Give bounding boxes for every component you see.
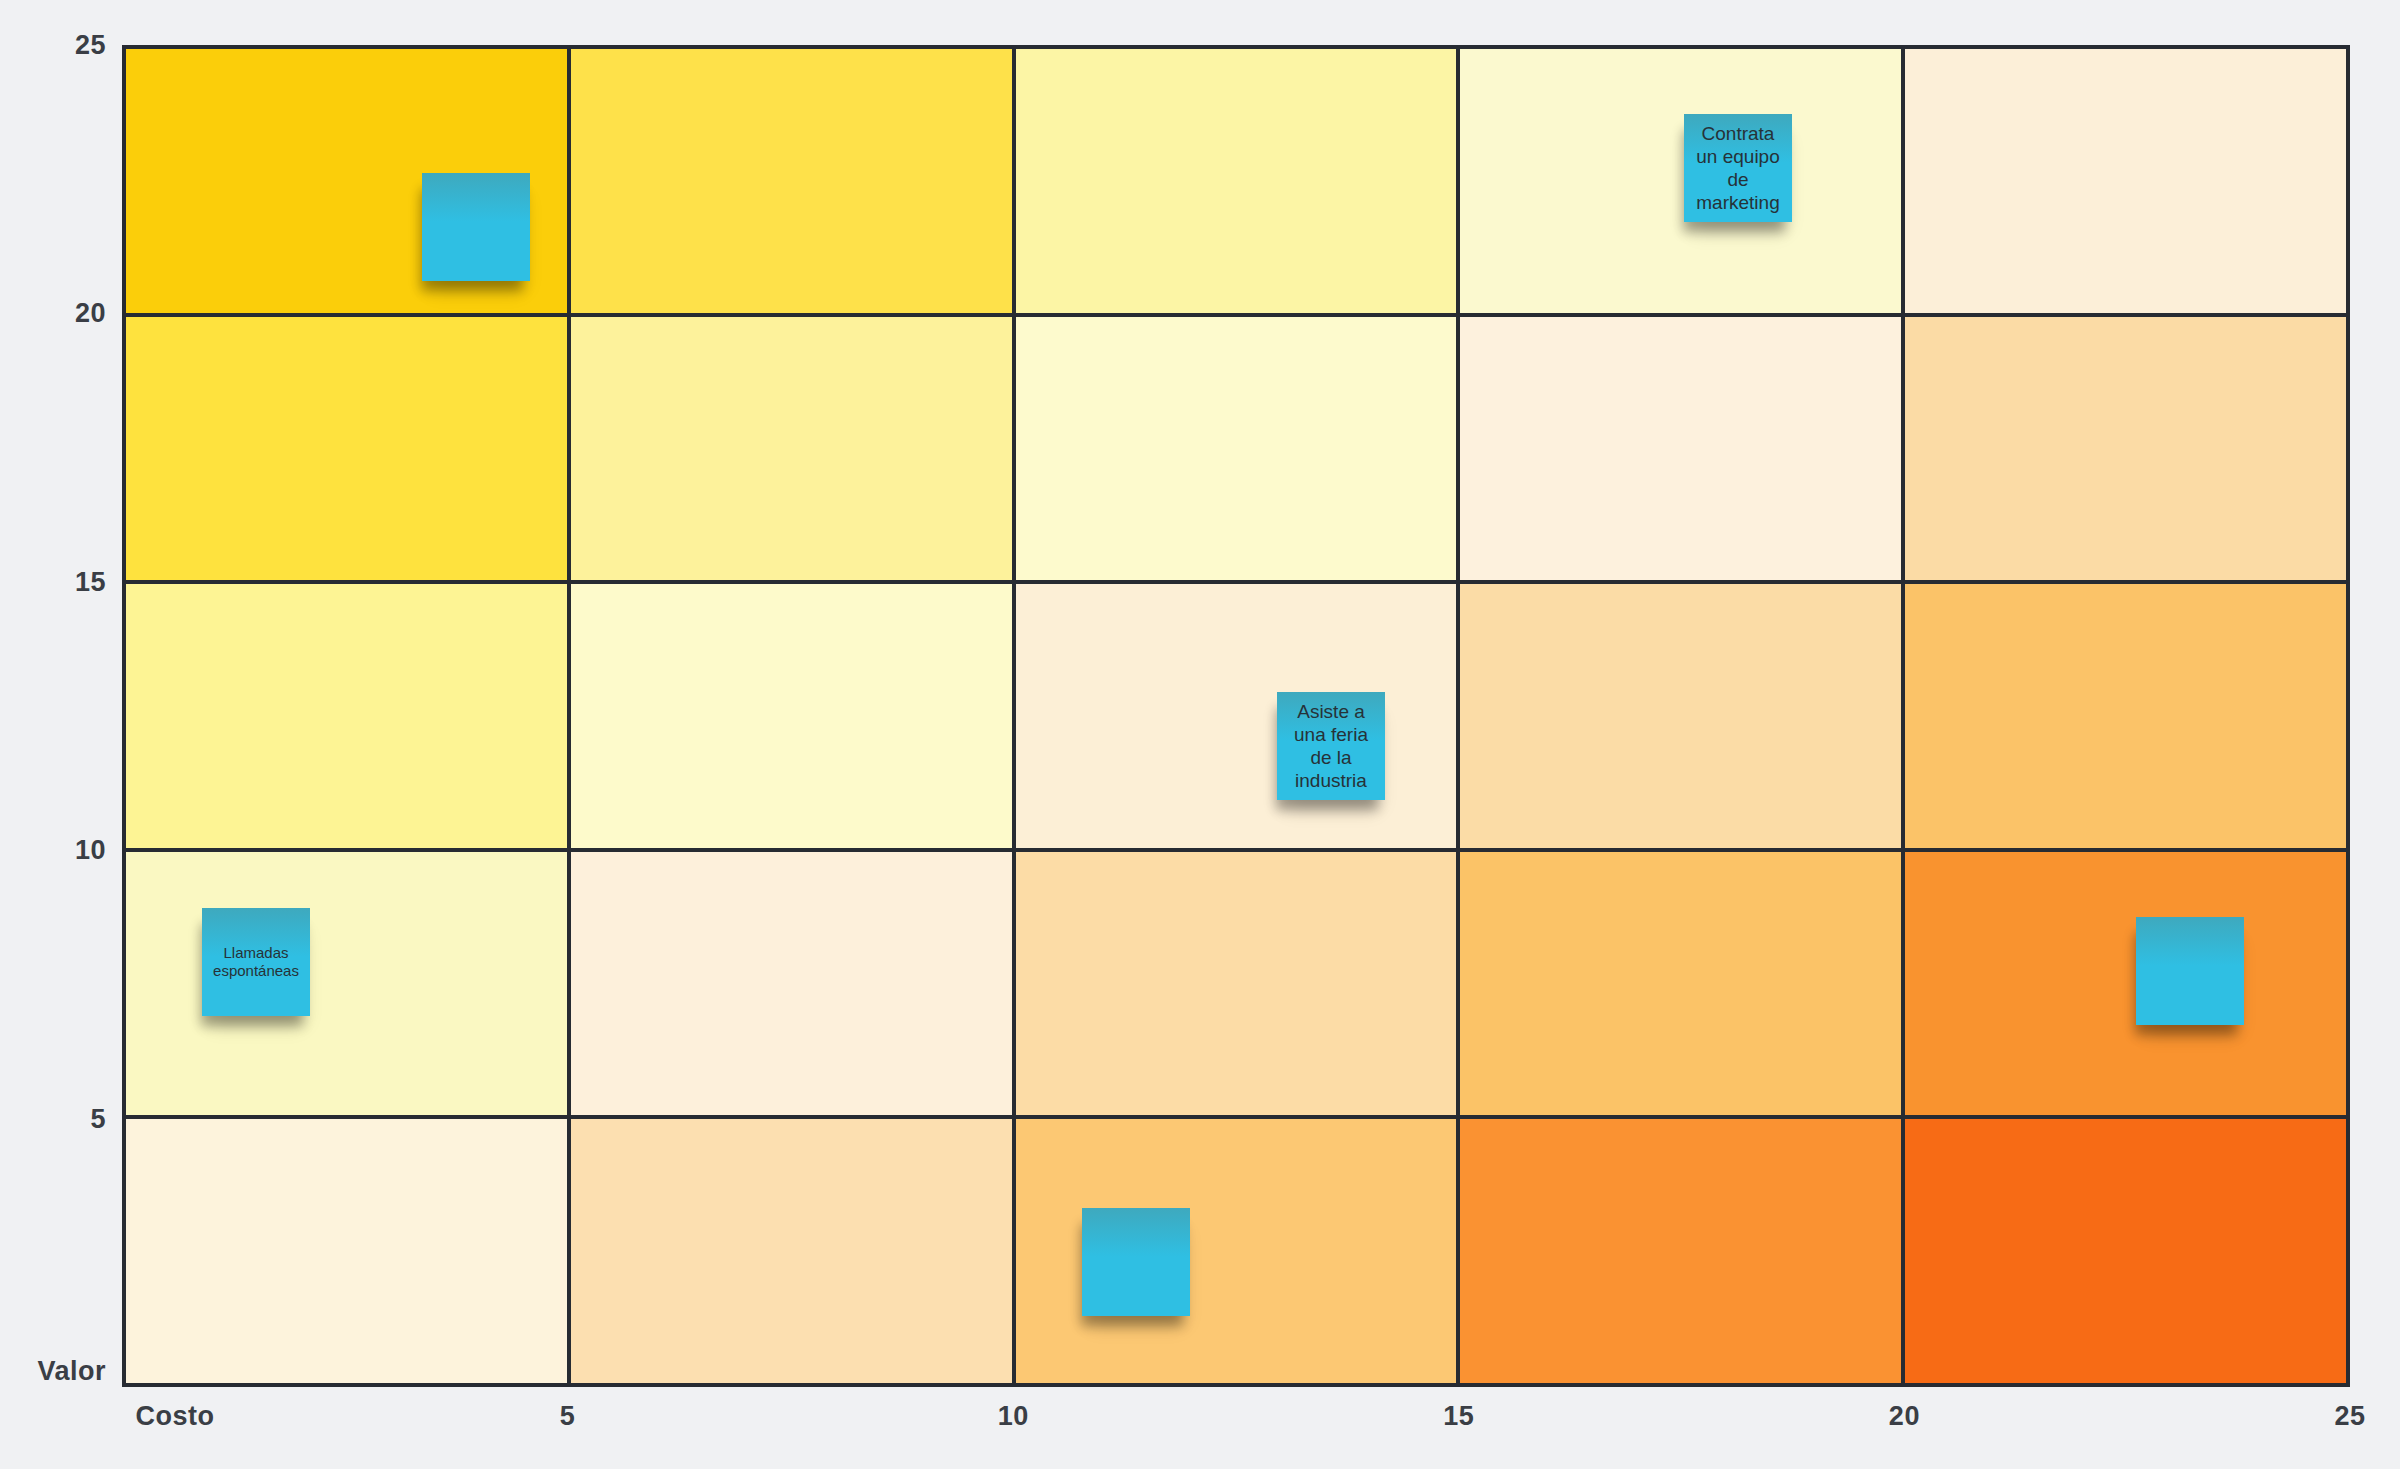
- note-llamadas[interactable]: Llamadas espontáneas: [202, 908, 310, 1016]
- matrix-cell-r2c4[interactable]: [1460, 317, 1901, 581]
- y-tick-15: 15: [0, 568, 106, 595]
- matrix-cell-r5c1[interactable]: [126, 1119, 567, 1383]
- matrix-cell-r1c4[interactable]: [1460, 49, 1901, 313]
- matrix-cell-r4c3[interactable]: [1016, 852, 1457, 1116]
- y-tick-25: 25: [0, 32, 106, 59]
- matrix-cell-r2c2[interactable]: [571, 317, 1012, 581]
- x-tick-20: 20: [1889, 1403, 1920, 1430]
- y-axis-title: Valor: [0, 1358, 106, 1385]
- matrix-cell-r4c2[interactable]: [571, 852, 1012, 1116]
- matrix-cell-r3c4[interactable]: [1460, 584, 1901, 848]
- matrix-cell-r2c1[interactable]: [126, 317, 567, 581]
- matrix-cell-r1c5[interactable]: [1905, 49, 2346, 313]
- x-tick-15: 15: [1443, 1403, 1474, 1430]
- matrix-cell-r2c3[interactable]: [1016, 317, 1457, 581]
- matrix-cell-r5c4[interactable]: [1460, 1119, 1901, 1383]
- matrix-cell-r5c5[interactable]: [1905, 1119, 2346, 1383]
- matrix-cell-r3c1[interactable]: [126, 584, 567, 848]
- y-tick-20: 20: [0, 300, 106, 327]
- note-empty-2[interactable]: [2136, 917, 2244, 1025]
- matrix-cell-r4c5[interactable]: [1905, 852, 2346, 1116]
- matrix-cell-r2c5[interactable]: [1905, 317, 2346, 581]
- note-asiste[interactable]: Asiste a una feria de la industria: [1277, 692, 1385, 800]
- matrix-cell-r3c5[interactable]: [1905, 584, 2346, 848]
- x-axis-title: Costo: [136, 1403, 215, 1430]
- matrix-cell-r1c3[interactable]: [1016, 49, 1457, 313]
- y-tick-10: 10: [0, 837, 106, 864]
- matrix-cell-r4c1[interactable]: [126, 852, 567, 1116]
- whiteboard-canvas: 25 20 15 10 5 5 10 15 20 25 Valor Costo Contrata…: [0, 0, 2400, 1469]
- note-contrata[interactable]: Contrata un equipo de marketing: [1684, 114, 1792, 222]
- x-tick-5: 5: [560, 1403, 576, 1430]
- matrix-cell-r3c2[interactable]: [571, 584, 1012, 848]
- x-tick-10: 10: [998, 1403, 1029, 1430]
- x-tick-25: 25: [2334, 1403, 2365, 1430]
- matrix-cell-r1c2[interactable]: [571, 49, 1012, 313]
- matrix-cell-r4c4[interactable]: [1460, 852, 1901, 1116]
- matrix-cell-r5c2[interactable]: [571, 1119, 1012, 1383]
- y-tick-5: 5: [0, 1105, 106, 1132]
- matrix-cell-r3c3[interactable]: [1016, 584, 1457, 848]
- note-empty-3[interactable]: [1082, 1208, 1190, 1316]
- note-empty-1[interactable]: [422, 173, 530, 281]
